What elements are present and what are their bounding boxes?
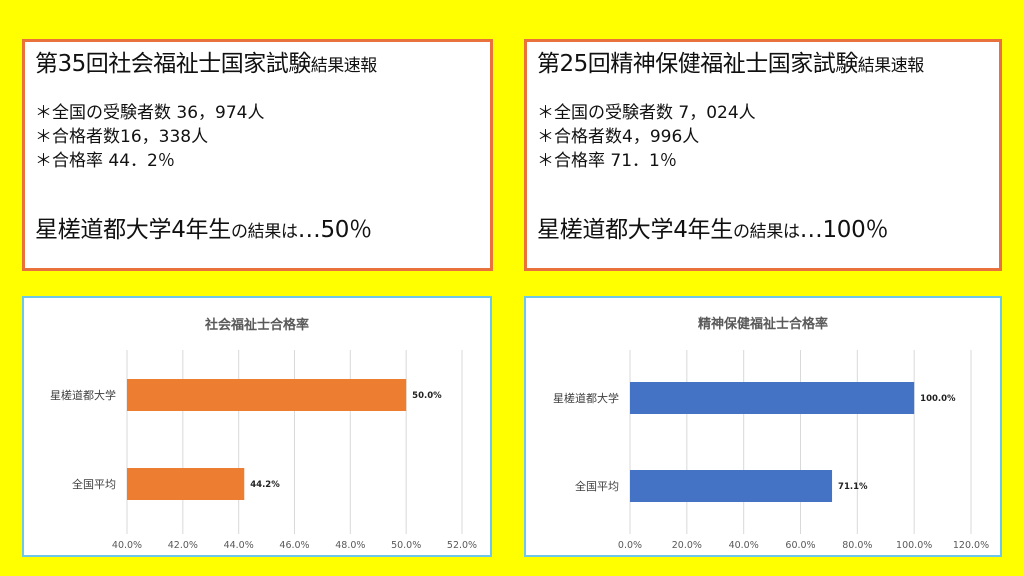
x-tick-label: 46.0% bbox=[279, 540, 309, 551]
x-tick-label: 60.0% bbox=[785, 540, 815, 551]
data-label: 100.0% bbox=[920, 394, 956, 404]
result-subject: 星槎道都大学4年生 bbox=[537, 217, 733, 243]
result-connector: の結果は bbox=[732, 222, 800, 242]
seishin-hoken-chart: 精神保健福祉士合格率 0.0% 20.0% 40.0% 60.0% 80.0% 100.0%… bbox=[524, 296, 1002, 557]
x-tick-label: 44.0% bbox=[224, 540, 254, 551]
x-tick-label: 20.0% bbox=[672, 540, 702, 551]
chart-title: 社会福祉士合格率 bbox=[204, 317, 309, 333]
title-main: 第25回精神保健福祉士国家試験 bbox=[537, 51, 858, 77]
bar bbox=[127, 468, 245, 500]
result-subject: 星槎道都大学4年生 bbox=[35, 217, 231, 243]
seishin-hoken-result-box: 第25回精神保健福祉士国家試験結果速報 ＊全国の受験者数 7，024人 ＊合格者… bbox=[524, 39, 1002, 271]
chart-title: 精神保健福祉士合格率 bbox=[698, 316, 828, 332]
bar bbox=[630, 470, 833, 502]
category-label: 全国平均 bbox=[575, 479, 619, 493]
seishin-hoken-university-result: 星槎道都大学4年生の結果は…100％ bbox=[537, 215, 888, 247]
shakai-fukushi-title: 第35回社会福祉士国家試験結果速報 bbox=[35, 49, 377, 81]
bar bbox=[127, 379, 407, 411]
stat-examinees: ＊全国の受験者数 7，024人 bbox=[537, 103, 756, 123]
shakai-fukushi-university-result: 星槎道都大学4年生の結果は…50％ bbox=[35, 215, 372, 247]
stat-examinees: ＊全国の受験者数 36，974人 bbox=[35, 103, 265, 123]
result-value: …100％ bbox=[799, 217, 889, 243]
x-tick-label: 100.0% bbox=[896, 540, 932, 551]
category-label: 星槎道都大学 bbox=[553, 391, 619, 405]
seishin-hoken-stats: ＊全国の受験者数 7，024人 ＊合格者数4，996人 ＊合格率 71．1％ bbox=[537, 101, 756, 173]
x-tick-label: 52.0% bbox=[447, 540, 477, 551]
title-main: 第35回社会福祉士国家試験 bbox=[35, 51, 311, 77]
seishin-hoken-title: 第25回精神保健福祉士国家試験結果速報 bbox=[537, 49, 924, 81]
data-label: 50.0% bbox=[412, 391, 442, 401]
stat-passers: ＊合格者数16，338人 bbox=[35, 127, 209, 147]
result-value: …50％ bbox=[297, 217, 372, 243]
category-label: 星槎道都大学 bbox=[50, 388, 116, 402]
shakai-fukushi-stats: ＊全国の受験者数 36，974人 ＊合格者数16，338人 ＊合格率 44．2％ bbox=[35, 101, 264, 173]
stat-pass-rate: ＊合格率 44．2％ bbox=[35, 151, 175, 171]
x-tick-label: 50.0% bbox=[391, 540, 421, 551]
x-tick-label: 0.0% bbox=[618, 540, 642, 551]
title-suffix: 結果速報 bbox=[310, 56, 378, 76]
x-tick-label: 120.0% bbox=[953, 540, 989, 551]
x-tick-label: 40.0% bbox=[729, 540, 759, 551]
category-label: 全国平均 bbox=[72, 477, 116, 491]
title-suffix: 結果速報 bbox=[857, 56, 925, 76]
data-label: 71.1% bbox=[838, 482, 868, 492]
result-connector: の結果は bbox=[230, 222, 298, 242]
stat-passers: ＊合格者数4，996人 bbox=[537, 127, 700, 147]
bar bbox=[630, 382, 915, 414]
data-label: 44.2% bbox=[250, 480, 280, 490]
seishin-hoken-chart-svg: 精神保健福祉士合格率 0.0% 20.0% 40.0% 60.0% 80.0% 100.0%… bbox=[553, 316, 989, 551]
shakai-fukushi-chart-svg: 社会福祉士合格率 40.0% 42.0% 44.0% 46.0% 48.0% 50.0% 52… bbox=[50, 317, 477, 551]
shakai-fukushi-chart: 社会福祉士合格率 40.0% 42.0% 44.0% 46.0% 48.0% 50.0% 52… bbox=[22, 296, 492, 557]
x-tick-label: 80.0% bbox=[842, 540, 872, 551]
x-tick-label: 48.0% bbox=[335, 540, 365, 551]
x-tick-label: 40.0% bbox=[112, 540, 142, 551]
x-tick-label: 42.0% bbox=[168, 540, 198, 551]
stat-pass-rate: ＊合格率 71．1％ bbox=[537, 151, 677, 171]
shakai-fukushi-result-box: 第35回社会福祉士国家試験結果速報 ＊全国の受験者数 36，974人 ＊合格者数… bbox=[22, 39, 493, 271]
